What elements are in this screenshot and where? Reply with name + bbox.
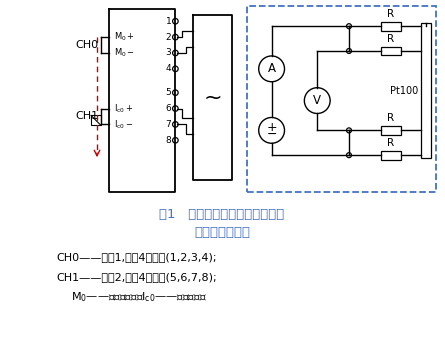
- Text: −: −: [267, 128, 277, 141]
- Bar: [381, 126, 401, 135]
- Text: 2: 2: [166, 33, 171, 42]
- Text: CH0——通道1,包含4个端子(1,2,3,4);: CH0——通道1,包含4个端子(1,2,3,4);: [57, 252, 217, 262]
- Text: 6: 6: [166, 104, 171, 113]
- Bar: [381, 151, 401, 159]
- Bar: [91, 115, 101, 125]
- Text: A: A: [267, 62, 275, 75]
- Text: V: V: [313, 94, 321, 107]
- Text: 7: 7: [166, 120, 171, 129]
- Text: CH0: CH0: [76, 40, 99, 50]
- Text: $\mathrm{I_{c0}+}$: $\mathrm{I_{c0}+}$: [114, 102, 134, 115]
- Text: 5: 5: [166, 88, 171, 97]
- Bar: [381, 46, 401, 56]
- Text: R: R: [387, 9, 394, 19]
- Bar: [421, 23, 431, 158]
- Text: 3: 3: [166, 49, 171, 57]
- Text: $\mathrm{M_0}$——测量输入端；$\mathrm{I_{c0}}$——电流输出端: $\mathrm{M_0}$——测量输入端；$\mathrm{I_{c0}}$—…: [71, 290, 207, 304]
- Text: 1: 1: [166, 17, 171, 26]
- Text: $\mathrm{M_0+}$: $\mathrm{M_0+}$: [114, 31, 135, 43]
- Text: +: +: [266, 121, 277, 134]
- Text: 图1   模拟量输入模块连接热电阻: 图1 模拟量输入模块连接热电阻: [159, 208, 285, 221]
- Text: R: R: [387, 113, 394, 124]
- Text: R: R: [387, 138, 394, 148]
- Text: $\mathrm{I_{c0}-}$: $\mathrm{I_{c0}-}$: [114, 118, 134, 131]
- Text: $\mathrm{M_0-}$: $\mathrm{M_0-}$: [114, 47, 135, 59]
- Text: R: R: [387, 34, 394, 44]
- Text: 8: 8: [166, 136, 171, 145]
- Text: 四线制测量原理: 四线制测量原理: [194, 226, 250, 239]
- Text: CH1——通道2,包含4个端子(5,6,7,8);: CH1——通道2,包含4个端子(5,6,7,8);: [57, 272, 217, 282]
- Text: ~: ~: [203, 88, 222, 108]
- Text: 4: 4: [166, 64, 171, 73]
- Bar: [381, 22, 401, 31]
- Text: Pt100: Pt100: [390, 86, 418, 96]
- Text: CH1: CH1: [76, 112, 99, 121]
